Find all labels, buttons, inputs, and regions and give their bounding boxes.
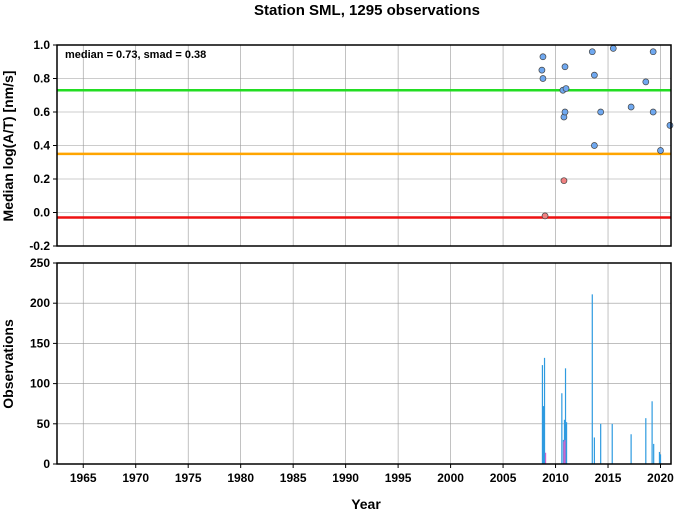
x-tick-label: 1965 xyxy=(70,471,97,485)
bar xyxy=(565,422,568,464)
data-point xyxy=(560,177,568,185)
data-point xyxy=(642,78,650,86)
x-tick-label: 1975 xyxy=(175,471,202,485)
y-tick-label: 150 xyxy=(30,336,50,350)
data-point xyxy=(561,63,569,71)
data-point xyxy=(591,142,598,149)
data-point xyxy=(627,103,635,111)
data-point xyxy=(591,71,598,79)
bottom-bars xyxy=(541,294,662,464)
bar xyxy=(593,437,595,464)
bar xyxy=(541,365,544,464)
bar xyxy=(653,443,655,464)
bottom-panel-background xyxy=(57,263,671,464)
bar xyxy=(651,401,653,464)
bar xyxy=(591,294,593,464)
bar xyxy=(658,451,661,464)
data-point xyxy=(539,53,547,61)
data-point xyxy=(666,122,674,129)
bar xyxy=(630,434,632,464)
bar xyxy=(561,393,563,464)
x-tick-label: 2010 xyxy=(542,471,569,485)
data-point xyxy=(588,48,596,56)
bottom-panel-frame xyxy=(56,262,672,465)
top-y-tick-labels: -0.2 0.0 0.2 0.4 0.6 0.8 1.0 xyxy=(29,38,57,253)
bottom-y-tick-labels: 0 50 100 150 200 250 xyxy=(30,256,57,471)
data-point xyxy=(539,75,547,82)
x-tick-label: 1995 xyxy=(385,471,412,485)
bottom-x-tick-labels: 1965 1970 1975 1980 1985 1990 1995 2000 2005 2010… xyxy=(70,464,674,485)
x-tick-label: 2000 xyxy=(437,471,464,485)
data-point xyxy=(541,212,549,220)
chart-title: Station SML, 1295 observations xyxy=(254,2,480,19)
top-data-points xyxy=(538,44,674,220)
bar xyxy=(544,452,547,464)
bar xyxy=(563,441,565,464)
top-panel: -0.2 0.0 0.2 0.4 0.6 0.8 1.0 median = 0.73, sm… xyxy=(0,38,674,253)
y-tick-label: 0.6 xyxy=(33,105,50,119)
x-tick-label: 1990 xyxy=(332,471,359,485)
top-y-axis-label: Median log(A/T) [nm/s] xyxy=(0,71,16,222)
data-point xyxy=(609,44,617,52)
bar xyxy=(564,439,566,464)
bar xyxy=(600,423,602,464)
x-tick-label: 1985 xyxy=(280,471,307,485)
bar xyxy=(645,418,647,464)
x-tick-label: 2015 xyxy=(595,471,622,485)
bottom-y-axis-label: Observations xyxy=(0,319,16,409)
y-tick-label: 250 xyxy=(30,256,50,270)
y-tick-label: 0.8 xyxy=(33,72,50,86)
data-point xyxy=(649,108,657,116)
bar xyxy=(564,368,567,464)
x-tick-label: 2020 xyxy=(647,471,674,485)
y-tick-label: 1.0 xyxy=(33,38,50,52)
y-tick-label: 200 xyxy=(30,296,50,310)
y-tick-label: 0.0 xyxy=(33,206,50,220)
bar xyxy=(542,406,545,464)
bottom-panel: 0 50 100 150 200 250 1965 1970 1975 1980 1985 1990… xyxy=(0,256,674,511)
bar xyxy=(543,357,546,464)
data-point xyxy=(649,48,657,56)
data-point xyxy=(657,147,664,154)
data-point xyxy=(561,108,569,116)
y-tick-label: 0 xyxy=(43,457,50,471)
y-tick-label: 100 xyxy=(30,377,50,391)
y-tick-label: -0.2 xyxy=(29,239,50,253)
x-tick-label: 1970 xyxy=(122,471,149,485)
y-tick-label: 0.2 xyxy=(33,172,50,186)
y-tick-label: 50 xyxy=(37,417,51,431)
top-annotation: median = 0.73, smad = 0.38 xyxy=(65,49,206,61)
bar xyxy=(659,454,662,464)
bar xyxy=(611,423,613,464)
data-point xyxy=(597,108,605,116)
x-tick-label: 2005 xyxy=(490,471,517,485)
x-axis-label: Year xyxy=(351,496,381,511)
data-point xyxy=(562,85,570,92)
x-tick-label: 1980 xyxy=(227,471,254,485)
y-tick-label: 0.4 xyxy=(33,139,50,153)
data-point xyxy=(538,66,546,74)
